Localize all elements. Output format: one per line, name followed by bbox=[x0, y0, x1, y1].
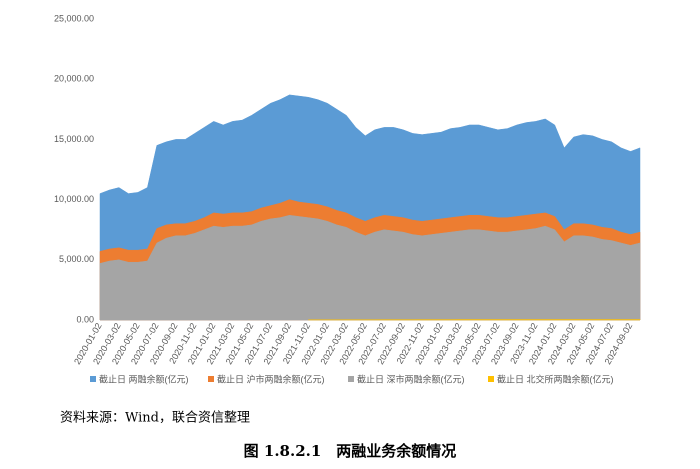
area bbox=[99, 214, 641, 321]
source-note: 资料来源：Wind，联合资信整理 bbox=[60, 411, 250, 426]
legend-label: 截止日 两融余额(亿元) bbox=[99, 373, 189, 384]
y-tick-label: 15,000.00 bbox=[54, 134, 94, 144]
caption: 图 1.8.2.1 两融业务余额情况 bbox=[244, 442, 457, 460]
y-tick-label: 10,000.00 bbox=[54, 194, 94, 204]
y-tick-label: 25,000.00 bbox=[54, 13, 94, 23]
legend-label: 截止日 北交所两融余额(亿元) bbox=[497, 373, 614, 384]
legend-label: 截止日 深市两融余额(亿元) bbox=[357, 373, 465, 384]
y-tick-label: 5,000.00 bbox=[59, 254, 94, 264]
legend-swatch bbox=[348, 376, 354, 382]
legend-swatch bbox=[90, 376, 96, 382]
legend-swatch bbox=[488, 376, 494, 382]
legend-swatch bbox=[208, 376, 214, 382]
legend-label: 截止日 沪市两融余额(亿元) bbox=[217, 373, 325, 384]
y-tick-label: 20,000.00 bbox=[54, 74, 94, 84]
y-tick-label: 0.00 bbox=[76, 314, 94, 324]
